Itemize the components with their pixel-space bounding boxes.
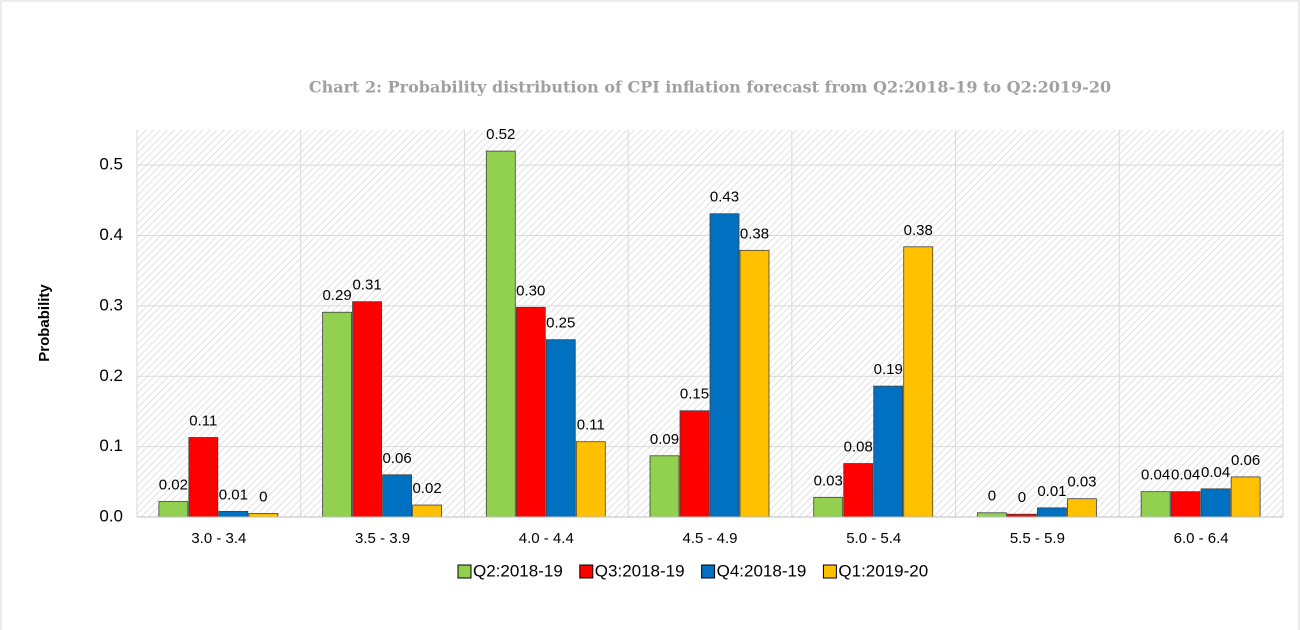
y-tick-label: 0.3 <box>99 295 123 314</box>
bar <box>218 510 249 518</box>
x-tick-label: 5.5 - 5.9 <box>1010 530 1065 547</box>
bar <box>545 339 576 518</box>
data-label: 0.08 <box>844 438 873 455</box>
data-label: 0.04 <box>1141 467 1170 484</box>
data-label: 0 <box>1018 489 1026 506</box>
legend-label: Q2:2018-19 <box>473 561 563 580</box>
y-tick-label: 0.2 <box>99 366 123 385</box>
y-tick-label: 0.4 <box>99 225 123 244</box>
bar <box>843 463 874 518</box>
bar <box>188 437 219 518</box>
bar <box>709 213 740 518</box>
legend-swatch <box>457 564 472 579</box>
legend-swatch <box>822 564 837 579</box>
bar <box>1230 476 1261 518</box>
bar <box>382 474 412 518</box>
bar <box>575 441 606 518</box>
data-label: 0.31 <box>352 277 381 294</box>
y-tick-label: 0.1 <box>99 436 123 455</box>
y-tick-label: 0.5 <box>99 155 123 174</box>
bar <box>977 512 1007 518</box>
bar <box>1170 491 1201 518</box>
bar <box>158 501 189 518</box>
data-label: 0.01 <box>219 486 248 503</box>
data-label: 0.03 <box>1067 474 1096 491</box>
bar <box>903 246 934 518</box>
bar <box>352 301 382 518</box>
bar <box>1067 498 1097 518</box>
bar <box>1200 488 1231 518</box>
bar <box>485 150 516 518</box>
bar <box>679 410 710 518</box>
x-tick-label: 6.0 - 6.4 <box>1174 530 1229 547</box>
bar <box>873 385 904 518</box>
bar <box>813 496 844 518</box>
data-label: 0 <box>259 488 267 505</box>
data-label: 0.43 <box>710 189 739 206</box>
data-label: 0.38 <box>740 225 769 242</box>
data-label: 0.04 <box>1171 467 1200 484</box>
data-label: 0.09 <box>650 431 679 448</box>
x-tick-label: 4.0 - 4.4 <box>519 530 574 547</box>
legend-label: Q3:2018-19 <box>595 561 685 580</box>
legend-swatch <box>579 564 594 579</box>
y-tick-label: 0.0 <box>99 506 123 525</box>
x-tick-label: 5.0 - 5.4 <box>846 530 901 547</box>
data-label: 0.29 <box>322 287 351 304</box>
chart-title: Chart 2: Probability distribution of CPI… <box>309 78 1111 97</box>
data-label: 0.25 <box>546 315 575 332</box>
data-label: 0.02 <box>159 476 188 493</box>
x-tick-label: 3.5 - 3.9 <box>355 530 410 547</box>
x-tick-label: 4.5 - 4.9 <box>682 530 737 547</box>
data-label: 0.04 <box>1201 464 1230 481</box>
bar <box>1037 507 1067 518</box>
bar <box>515 306 546 518</box>
x-tick-label: 3.0 - 3.4 <box>191 530 246 547</box>
bar <box>412 504 442 518</box>
data-label: 0.01 <box>1037 483 1066 500</box>
data-label: 0.11 <box>189 412 217 429</box>
bar <box>649 455 680 518</box>
legend-label: Q4:2018-19 <box>717 561 807 580</box>
data-label: 0 <box>988 488 996 505</box>
data-label: 0.06 <box>1231 452 1260 469</box>
bar <box>322 311 352 518</box>
data-label: 0.03 <box>814 472 843 489</box>
data-label: 0.19 <box>874 361 903 378</box>
data-label: 0.02 <box>412 480 441 497</box>
bar <box>1140 491 1171 518</box>
data-label: 0.52 <box>486 126 515 143</box>
legend-swatch <box>701 564 716 579</box>
bar <box>739 249 770 518</box>
y-axis-label: Probability <box>36 284 53 362</box>
legend-label: Q1:2019-20 <box>838 561 928 580</box>
data-label: 0.38 <box>904 222 933 239</box>
bar <box>248 513 279 518</box>
data-label: 0.30 <box>516 282 545 299</box>
data-label: 0.06 <box>382 450 411 467</box>
data-label: 0.11 <box>577 417 605 434</box>
data-label: 0.15 <box>680 386 709 403</box>
